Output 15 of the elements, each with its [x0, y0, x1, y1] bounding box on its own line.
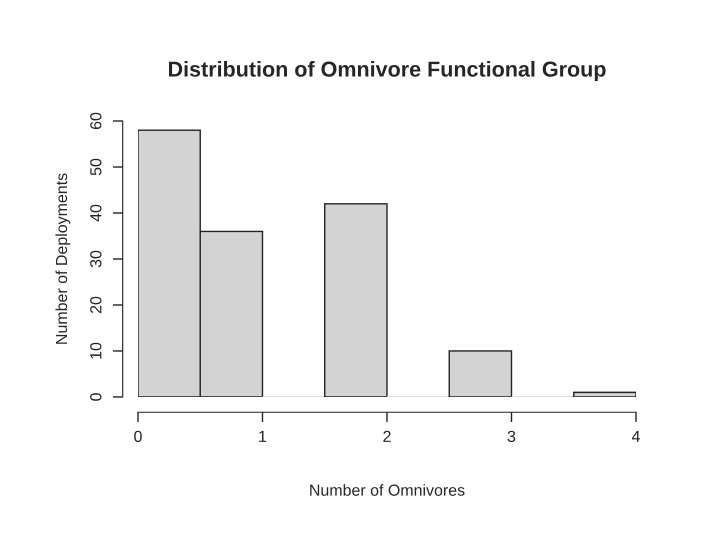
x-tick-label: 1	[259, 430, 266, 442]
y-tick-label: 40	[90, 204, 102, 222]
y-tick-label: 10	[90, 342, 102, 359]
y-tick-label: 20	[90, 296, 102, 314]
x-tick-label: 2	[383, 430, 391, 442]
x-axis-title: Number of Omnivores	[310, 484, 465, 496]
chart-title: Distribution of Omnivore Functional Group	[168, 60, 606, 82]
y-axis-title: Number of Deployments	[55, 173, 70, 344]
x-tick-label: 4	[632, 430, 640, 442]
y-tick-label: 60	[90, 112, 102, 130]
y-tick-label: 0	[90, 393, 102, 401]
y-tick-label: 50	[90, 158, 102, 176]
x-tick-label: 3	[508, 430, 516, 442]
x-tick-label: 0	[134, 430, 142, 442]
y-tick-label: 30	[90, 250, 102, 268]
